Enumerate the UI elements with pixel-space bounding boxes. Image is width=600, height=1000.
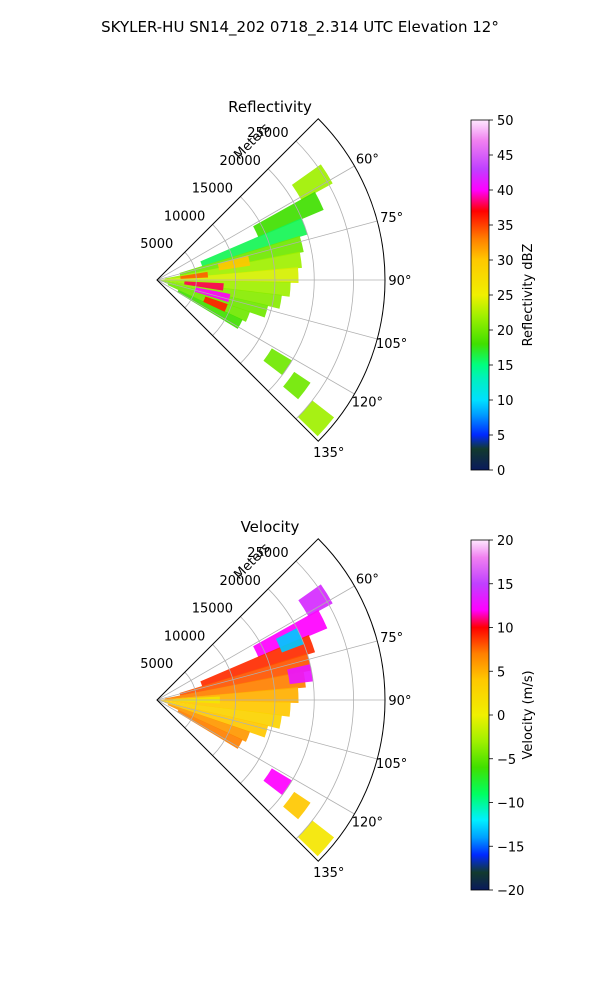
angle-tick-label: 135° <box>313 446 344 461</box>
colorbar-tick-label: 20 <box>497 324 514 339</box>
colorbar-tick-label: 15 <box>497 359 514 374</box>
angular-gridline <box>156 279 355 395</box>
angle-tick-label: 60° <box>356 153 379 168</box>
data-cell <box>275 628 304 653</box>
angle-tick-label: 135° <box>313 866 344 881</box>
colorbar-tick-label: 20 <box>497 534 514 549</box>
data-cell <box>253 191 324 238</box>
radial-tick-label: 25000 <box>247 126 288 141</box>
sector-frame <box>156 538 386 862</box>
angle-tick-label: 90° <box>388 694 411 709</box>
angular-gridline <box>156 220 378 281</box>
radial-tick-label: 20000 <box>220 154 261 169</box>
data-cell <box>164 281 269 318</box>
colorbar-tick-label: 50 <box>497 114 514 129</box>
reflectivity-panel: Reflectivity60°75°90°105°120°135°5000100… <box>140 98 536 479</box>
data-cell <box>167 703 251 742</box>
colorbar-tick-label: 0 <box>497 464 505 479</box>
colorbar <box>470 539 490 891</box>
data-cell <box>287 664 314 685</box>
panel-title: Reflectivity <box>228 98 312 116</box>
colorbar <box>470 119 490 471</box>
colorbar-tick-label: −10 <box>497 797 524 812</box>
colorbar-tick-label: 35 <box>497 219 514 234</box>
colorbar-tick-label: −5 <box>497 753 516 768</box>
data-cell <box>184 281 224 291</box>
angle-tick-label: 120° <box>352 395 383 410</box>
data-cell <box>297 400 335 437</box>
colorbar-tick-label: 40 <box>497 184 514 199</box>
radial-tick-label: 10000 <box>164 629 205 644</box>
velocity-panel: Velocity 60° 75° 90° 105° 120° 135° 5000 10000 15… <box>140 518 536 899</box>
colorbar-tick-label: 0 <box>497 709 505 724</box>
radial-tick-label: 15000 <box>192 182 233 197</box>
colorbar-tick-label: 45 <box>497 149 514 164</box>
colorbar-tick-label: −20 <box>497 884 524 899</box>
colorbar-tick-label: 15 <box>497 578 514 593</box>
data-cell <box>263 348 293 376</box>
angular-gridline <box>156 699 378 760</box>
angular-gridline <box>156 279 378 340</box>
colorbar-tick-label: −15 <box>497 840 524 855</box>
angle-tick-label: 105° <box>376 337 407 352</box>
radial-tick-label: 15000 <box>192 602 233 617</box>
panel-title: Velocity <box>241 518 300 536</box>
data-cell <box>177 289 243 329</box>
angular-gridline <box>156 699 355 815</box>
angle-tick-label: 120° <box>352 815 383 830</box>
data-cells <box>160 584 335 857</box>
colorbar-tick-label: 10 <box>497 622 514 637</box>
data-cell <box>203 296 228 312</box>
figure-title: SKYLER-HU SN14_202 0718_2.314 UTC Elevat… <box>101 18 499 37</box>
angular-gridline <box>156 585 355 701</box>
data-cell <box>297 820 335 857</box>
radial-tick-label: 25000 <box>247 546 288 561</box>
colorbar-tick-label: 5 <box>497 429 505 444</box>
data-cell <box>283 791 311 820</box>
colorbar-tick-label: 10 <box>497 394 514 409</box>
data-cell <box>180 271 209 279</box>
data-cells <box>160 164 335 437</box>
angle-tick-label: 90° <box>388 274 411 289</box>
radial-tick-label: 5000 <box>140 657 173 672</box>
colorbar-tick-label: 25 <box>497 289 514 304</box>
polar-grid <box>156 560 385 862</box>
data-cell <box>164 670 306 700</box>
angle-tick-label: 60° <box>356 573 379 588</box>
colorbar-label: Velocity (m/s) <box>521 670 536 759</box>
angular-gridline <box>156 165 355 281</box>
data-cell <box>283 371 311 400</box>
angle-tick-label: 75° <box>380 631 403 646</box>
angle-tick-label: 75° <box>380 211 403 226</box>
data-cell <box>164 701 269 738</box>
data-cell <box>263 768 293 796</box>
radial-tick-label: 5000 <box>140 237 173 252</box>
data-cell <box>177 709 243 749</box>
sector-frame <box>156 118 386 442</box>
data-cell <box>298 584 333 617</box>
data-cell <box>200 218 308 267</box>
radial-tick-label: 20000 <box>220 574 261 589</box>
colorbar-tick-label: 5 <box>497 665 505 680</box>
data-cell <box>160 267 299 283</box>
radial-tick-label: 10000 <box>164 209 205 224</box>
colorbar-label: Reflectivity dBZ <box>521 244 536 347</box>
angle-tick-label: 105° <box>376 757 407 772</box>
angular-gridline <box>156 640 378 701</box>
colorbar-tick-label: 30 <box>497 254 514 269</box>
